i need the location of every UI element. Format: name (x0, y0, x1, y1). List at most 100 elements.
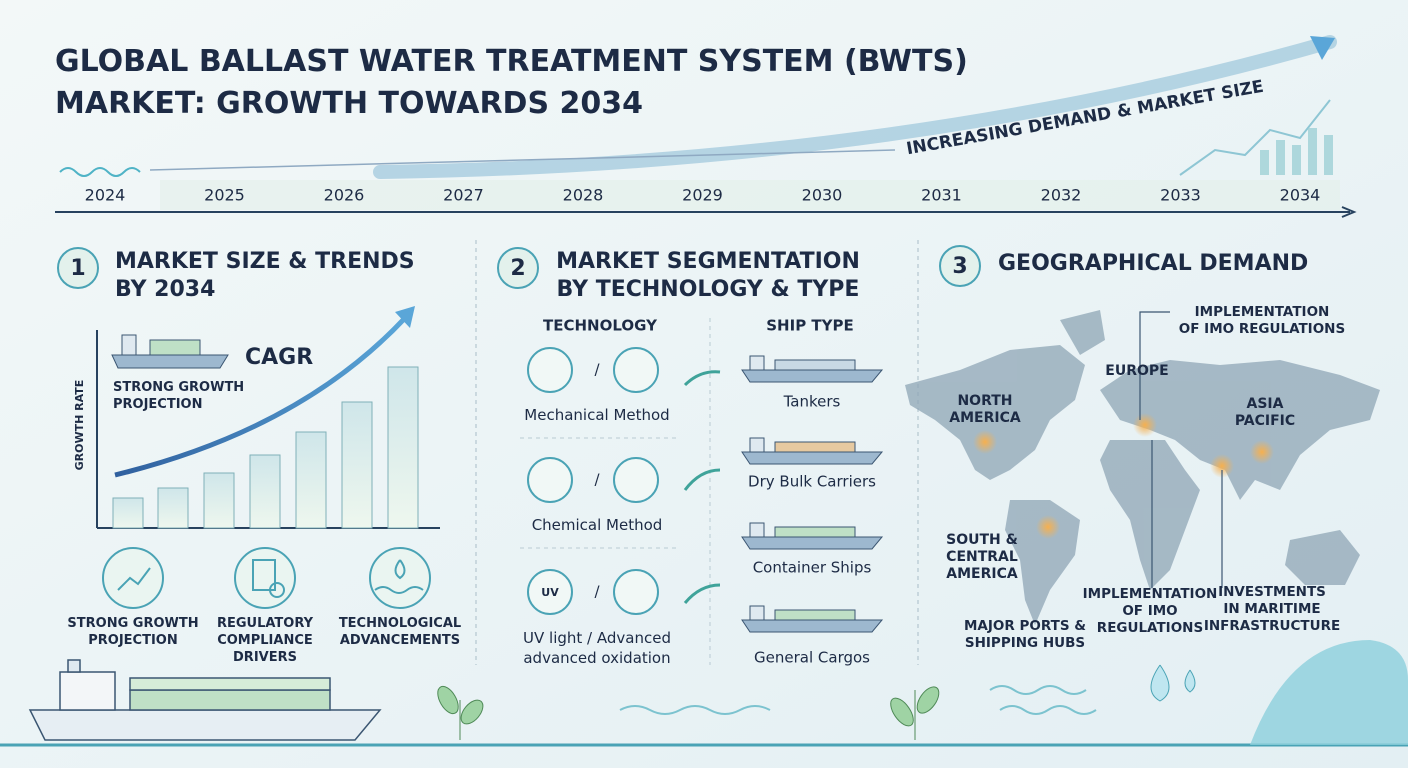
section-badge (939, 245, 981, 287)
ship-cabin (749, 437, 765, 453)
separator: / (594, 471, 600, 489)
callout-label-line: IN MARITIME (1223, 601, 1320, 617)
section-title-line: MARKET SEGMENTATION (556, 249, 860, 274)
year-label: 2024 (85, 186, 126, 205)
decor-bars (112, 366, 419, 529)
cagr-label: CAGR (245, 345, 313, 370)
ship-icon (741, 451, 884, 465)
trend-arrowhead (1310, 36, 1335, 60)
ship-icon (741, 369, 884, 383)
section-badge (57, 247, 99, 289)
separator: / (594, 361, 600, 379)
region-label: NORTH AMERICA (949, 393, 1021, 426)
growth-arrow (114, 316, 407, 478)
year-label: 2029 (682, 186, 723, 205)
section-badge (497, 247, 539, 289)
mini-line (1179, 99, 1331, 176)
hub-dots (973, 413, 1274, 539)
section-title-line: MARKET SIZE & TRENDS (115, 249, 415, 274)
technology-label-line: UV light / Advanced (523, 629, 671, 647)
callout-label-line: IMPLEMENTATION (1195, 304, 1330, 320)
region-label-line: AMERICA (946, 566, 1018, 582)
ship-cabin (749, 522, 765, 538)
thin-trend (149, 149, 896, 171)
ship-type-label: Container Ships (753, 559, 872, 577)
year-label: 2026 (324, 186, 365, 205)
chart-note-line: STRONG GROWTH (113, 380, 244, 395)
axis-label: GROWTH RATE (73, 380, 86, 471)
region-label-line: AMERICA (949, 410, 1021, 426)
growth-arrowhead (395, 306, 415, 328)
timeline-arrowhead (1341, 206, 1357, 218)
leaves (437, 685, 940, 740)
trend-arrow (373, 35, 1337, 179)
technology-label-line: Chemical Method (532, 516, 663, 534)
year-label: 2030 (802, 186, 843, 205)
icon-label: UV (541, 586, 559, 599)
world-map (905, 310, 1380, 625)
section-title-line: BY TECHNOLOGY & TYPE (557, 277, 860, 302)
flow-arrows (683, 370, 721, 604)
year-label: 2033 (1160, 186, 1201, 205)
callout-label: MAJOR PORTS & SHIPPING HUBS (964, 618, 1086, 651)
callout-label-line: INFRASTRUCTURE (1204, 618, 1340, 634)
section-title: MARKET SIZE & TRENDS BY 2034 (115, 249, 415, 302)
region-label-line: PACIFIC (1235, 413, 1295, 429)
driver-label-line: STRONG GROWTH (67, 616, 198, 631)
ship-type-label: General Cargos (754, 649, 870, 667)
title-line: GLOBAL BALLAST WATER TREATMENT SYSTEM (B… (55, 44, 968, 79)
callout-label-line: IMPLEMENTATION (1083, 586, 1218, 602)
region-label: EUROPE (1105, 363, 1168, 379)
region-label-line: NORTH (957, 393, 1012, 409)
ship-type-label: Dry Bulk Carriers (748, 473, 876, 491)
title-line: MARKET: GROWTH TOWARDS 2034 (55, 86, 643, 121)
big-ship (28, 659, 382, 741)
driver-label: STRONG GROWTH PROJECTION (67, 616, 198, 648)
callout-label-line: MAJOR PORTS & (964, 618, 1086, 634)
tech-icons (527, 347, 659, 615)
year-label: 2025 (204, 186, 245, 205)
separator: / (594, 583, 600, 601)
callout-label-line: OF IMO (1122, 603, 1177, 619)
driver-label-line: COMPLIANCE (217, 633, 313, 648)
technology-label: UV light / Advanced advanced oxidation (523, 629, 671, 667)
title: GLOBAL BALLAST WATER TREATMENT SYSTEM (B… (55, 44, 968, 121)
year-label: 2034 (1280, 186, 1321, 205)
callout-label: IMPLEMENTATION OF IMO REGULATIONS (1083, 586, 1218, 636)
wave-icon (59, 167, 141, 177)
big-wave (1250, 640, 1408, 745)
technology-label-line: Mechanical Method (524, 406, 669, 424)
ship-icon (741, 619, 884, 633)
region-label: ASIA PACIFIC (1235, 396, 1295, 429)
section-title: MARKET SEGMENTATION BY TECHNOLOGY & TYPE (556, 249, 860, 302)
driver-label-line: REGULATORY (217, 616, 314, 631)
callout-label-line: INVESTMENTS (1218, 584, 1326, 600)
driver-label: TECHNOLOGICAL ADVANCEMENTS (339, 616, 461, 648)
ship-type-label: Tankers (783, 393, 841, 411)
year-label: 2032 (1041, 186, 1082, 205)
driver-label-line: PROJECTION (88, 633, 177, 648)
ship-cargo (774, 359, 856, 371)
callout-label-line: OF IMO REGULATIONS (1179, 321, 1345, 337)
driver-label-line: TECHNOLOGICAL (339, 616, 461, 631)
ship-icon (111, 334, 229, 369)
ship-cargo (774, 526, 856, 538)
ship-cargo (774, 609, 856, 621)
region-label-line: ASIA (1247, 396, 1284, 412)
year-label: 2028 (563, 186, 604, 205)
driver-label-line: DRIVERS (233, 650, 297, 665)
ship-cabin (749, 605, 765, 621)
ship-cabin (749, 355, 765, 371)
section-number: 3 (952, 254, 967, 279)
callout-label: INVESTMENTS IN MARITIME INFRASTRUCTURE (1204, 584, 1340, 634)
section-title: GEOGRAPHICAL DEMAND (998, 251, 1308, 276)
timeline-band (160, 180, 1340, 210)
driver-label-line: ADVANCEMENTS (340, 633, 460, 648)
chart-note-line: PROJECTION (113, 397, 202, 412)
section-number: 1 (70, 256, 85, 281)
technology-label-line: advanced oxidation (523, 649, 670, 667)
mini-bars (1260, 128, 1333, 175)
region-label-line: EUROPE (1105, 363, 1168, 379)
year-label: 2027 (443, 186, 484, 205)
